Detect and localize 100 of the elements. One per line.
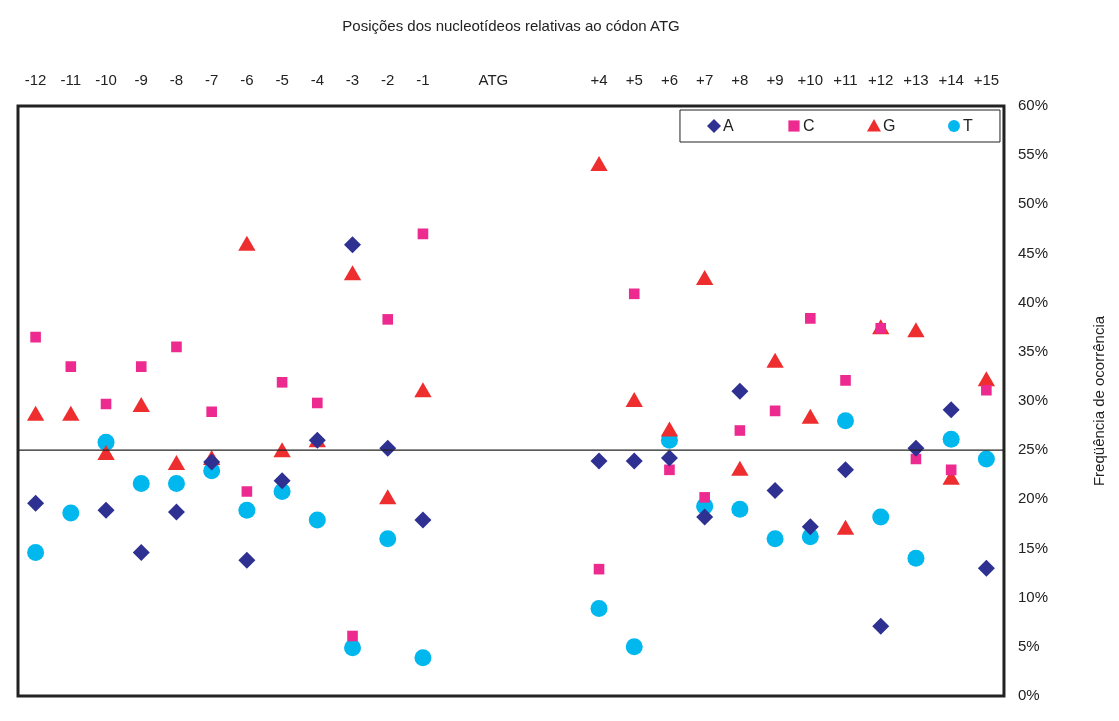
point (135, 361, 147, 372)
point (312, 397, 323, 409)
x-tick-label: -2 (381, 71, 395, 89)
point (167, 503, 185, 521)
x-tick-label: +7 (696, 71, 714, 89)
point (731, 500, 749, 518)
x-tick-label: -11 (60, 71, 82, 89)
point (238, 551, 256, 569)
y-tick-label: 55% (1017, 145, 1049, 163)
x-tick-label: +14 (938, 71, 964, 89)
point (872, 508, 890, 526)
point (907, 322, 925, 338)
y-tick-label: 35% (1017, 341, 1049, 359)
point (872, 617, 890, 635)
y-tick-label: 30% (1017, 391, 1049, 409)
y-tick-label: 5% (1017, 636, 1040, 654)
y-tick-label: 25% (1017, 440, 1049, 458)
point (907, 549, 925, 567)
point (27, 494, 45, 512)
x-tick-label: -8 (169, 71, 184, 89)
y-tick-label: 0% (1017, 686, 1040, 704)
point (414, 649, 432, 667)
point (805, 313, 816, 324)
legend-label: C (802, 117, 815, 135)
point (97, 433, 115, 451)
point (696, 270, 714, 286)
x-tick-label: +15 (973, 71, 1000, 89)
x-tick-label: ATG (478, 71, 509, 89)
x-tick-label: +10 (797, 71, 824, 89)
point (699, 492, 710, 503)
y-axis-title: Freqüência de ocorrência (1090, 315, 1108, 487)
y-tick-label: 15% (1017, 538, 1049, 556)
x-tick-label: -10 (95, 71, 117, 89)
x-tick-label: +13 (903, 71, 929, 89)
y-tick-label: 50% (1017, 194, 1049, 212)
x-axis-title: Posições dos nucleotídeos relativas ao códon ATG (342, 17, 680, 35)
point (590, 599, 608, 617)
point (132, 543, 150, 561)
x-tick-label: +9 (766, 71, 784, 89)
x-tick-label: -3 (345, 71, 360, 89)
point (414, 511, 432, 529)
x-tick-label: +11 (833, 71, 858, 89)
point (65, 361, 77, 372)
point (837, 412, 855, 430)
point (97, 445, 115, 461)
legend-label: T (962, 117, 973, 135)
point (660, 449, 678, 467)
point (766, 530, 784, 548)
x-tick-label: -6 (240, 71, 254, 89)
point (766, 481, 784, 499)
x-tick-label: -7 (205, 71, 219, 89)
point (308, 511, 326, 529)
point (203, 453, 221, 471)
point (132, 475, 150, 493)
point (344, 236, 362, 254)
point (837, 461, 855, 479)
point (30, 331, 41, 343)
x-tick-label: +5 (625, 71, 643, 89)
x-tick-label: -12 (24, 71, 47, 89)
point (801, 518, 819, 536)
point (276, 377, 288, 388)
point (379, 439, 397, 457)
point (942, 430, 960, 448)
x-tick-label: +12 (868, 71, 894, 89)
point (414, 382, 432, 398)
point (379, 530, 397, 548)
point (731, 382, 749, 400)
point (590, 155, 608, 171)
point (696, 508, 714, 526)
point (382, 314, 394, 325)
point (590, 452, 608, 470)
point (97, 501, 115, 519)
x-tick-label: -4 (310, 71, 324, 89)
point (343, 265, 362, 281)
legend-label: A (722, 117, 734, 135)
point (171, 341, 182, 353)
y-tick-label: 60% (1017, 96, 1049, 114)
y-tick-label: 45% (1017, 243, 1049, 261)
point (62, 504, 80, 522)
point (273, 472, 291, 490)
point (840, 375, 851, 386)
x-tick-label: -9 (134, 71, 148, 89)
point (27, 543, 45, 561)
point (241, 486, 253, 497)
point (625, 452, 643, 470)
x-tick-label: -1 (416, 71, 430, 89)
x-tick-label: +8 (731, 71, 749, 89)
x-tick-label: -5 (275, 71, 289, 89)
point (628, 288, 640, 300)
y-tick-label: 10% (1017, 587, 1049, 605)
x-tick-label: +4 (590, 71, 608, 89)
point (347, 630, 358, 642)
point (238, 235, 256, 251)
point (344, 639, 362, 657)
point (981, 384, 992, 396)
point (977, 559, 995, 577)
point (167, 475, 185, 493)
y-tick-label: 40% (1017, 292, 1049, 310)
point (734, 425, 746, 436)
point (625, 638, 643, 656)
